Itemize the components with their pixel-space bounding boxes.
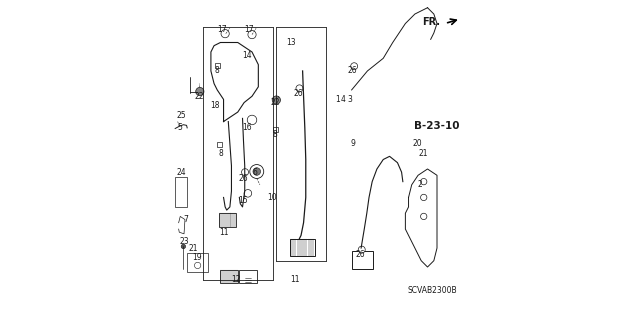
Bar bbox=[290, 239, 316, 256]
Text: 16: 16 bbox=[243, 123, 252, 132]
Circle shape bbox=[272, 96, 280, 104]
Text: SCVAB2300B: SCVAB2300B bbox=[408, 286, 457, 295]
Text: 26: 26 bbox=[356, 250, 365, 259]
Text: 3: 3 bbox=[348, 95, 353, 104]
Circle shape bbox=[351, 63, 358, 70]
Circle shape bbox=[250, 165, 264, 178]
Text: B-23-10: B-23-10 bbox=[414, 121, 460, 131]
Circle shape bbox=[420, 213, 427, 219]
Text: 19: 19 bbox=[193, 253, 202, 262]
Text: 26: 26 bbox=[239, 174, 248, 183]
Text: 20: 20 bbox=[413, 139, 422, 148]
Text: FR.: FR. bbox=[422, 17, 440, 27]
Circle shape bbox=[195, 262, 201, 269]
Text: 14: 14 bbox=[242, 51, 252, 60]
Text: 24: 24 bbox=[177, 168, 186, 177]
Text: 21: 21 bbox=[189, 243, 198, 253]
Text: 1: 1 bbox=[335, 95, 340, 104]
Text: 22: 22 bbox=[271, 98, 280, 107]
Circle shape bbox=[196, 87, 204, 96]
Text: 4: 4 bbox=[340, 95, 346, 104]
Bar bbox=[273, 127, 278, 132]
Circle shape bbox=[244, 189, 252, 197]
Bar bbox=[215, 63, 220, 68]
Text: 12: 12 bbox=[231, 275, 240, 284]
Text: 11: 11 bbox=[290, 275, 300, 284]
Circle shape bbox=[247, 115, 257, 125]
Text: 26: 26 bbox=[348, 66, 357, 76]
Text: 11: 11 bbox=[219, 228, 228, 237]
Bar bbox=[175, 177, 186, 207]
Text: 7: 7 bbox=[183, 215, 188, 224]
Text: 8: 8 bbox=[215, 66, 220, 76]
Text: 8: 8 bbox=[273, 130, 278, 139]
Circle shape bbox=[241, 169, 248, 176]
Text: 17: 17 bbox=[217, 25, 227, 34]
Bar bbox=[219, 213, 236, 227]
Circle shape bbox=[221, 30, 229, 38]
Bar bbox=[351, 251, 373, 269]
Bar bbox=[239, 270, 257, 284]
Circle shape bbox=[248, 31, 256, 39]
Circle shape bbox=[296, 85, 303, 92]
Text: 5: 5 bbox=[177, 123, 182, 132]
Text: 26: 26 bbox=[294, 89, 303, 98]
Text: 18: 18 bbox=[211, 101, 220, 110]
Circle shape bbox=[181, 244, 186, 249]
Circle shape bbox=[420, 178, 427, 185]
Circle shape bbox=[253, 168, 260, 175]
Text: 15: 15 bbox=[238, 196, 248, 205]
Circle shape bbox=[358, 246, 365, 253]
Text: 6: 6 bbox=[253, 168, 258, 177]
Text: 10: 10 bbox=[267, 193, 276, 202]
Text: 21: 21 bbox=[419, 149, 428, 158]
Bar bbox=[220, 270, 238, 284]
Text: 17: 17 bbox=[244, 25, 253, 34]
Bar bbox=[187, 253, 208, 272]
Text: 25: 25 bbox=[176, 111, 186, 120]
Text: 2: 2 bbox=[417, 180, 422, 189]
Text: 9: 9 bbox=[350, 139, 355, 148]
Circle shape bbox=[420, 194, 427, 201]
Text: 22: 22 bbox=[195, 92, 204, 101]
Text: 13: 13 bbox=[286, 38, 296, 47]
Text: 8: 8 bbox=[218, 149, 223, 158]
Bar bbox=[217, 142, 222, 147]
Text: 23: 23 bbox=[180, 237, 189, 246]
